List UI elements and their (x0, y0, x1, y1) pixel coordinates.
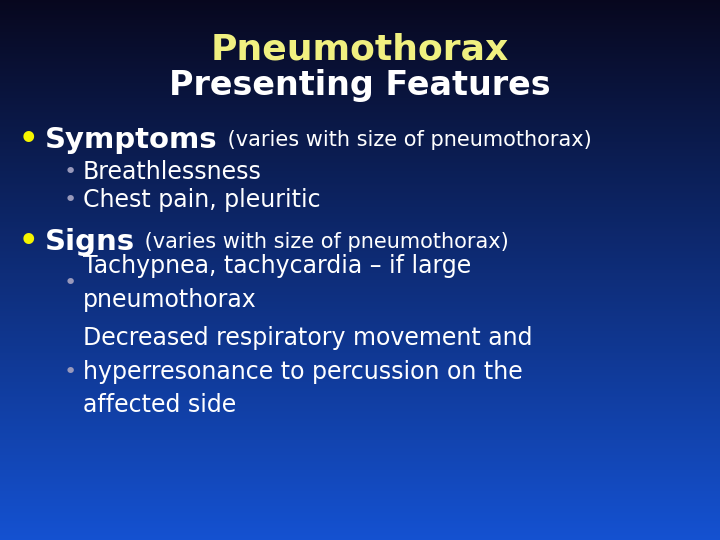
Text: Signs: Signs (45, 228, 135, 256)
Text: •: • (63, 362, 76, 382)
Text: •: • (18, 227, 37, 256)
Text: (varies with size of pneumothorax): (varies with size of pneumothorax) (138, 232, 509, 252)
Text: Presenting Features: Presenting Features (169, 69, 551, 102)
Text: •: • (18, 125, 37, 154)
Text: Symptoms: Symptoms (45, 126, 217, 154)
Text: Breathlessness: Breathlessness (83, 160, 262, 184)
Text: Decreased respiratory movement and
hyperresonance to percussion on the
affected : Decreased respiratory movement and hyper… (83, 327, 533, 417)
Text: •: • (63, 273, 76, 293)
Text: Chest pain, pleuritic: Chest pain, pleuritic (83, 188, 320, 212)
Text: •: • (63, 190, 76, 210)
Text: Pneumothorax: Pneumothorax (211, 33, 509, 67)
Text: (varies with size of pneumothorax): (varies with size of pneumothorax) (220, 130, 591, 150)
Text: Tachypnea, tachycardia – if large
pneumothorax: Tachypnea, tachycardia – if large pneumo… (83, 254, 472, 312)
Text: •: • (63, 162, 76, 182)
